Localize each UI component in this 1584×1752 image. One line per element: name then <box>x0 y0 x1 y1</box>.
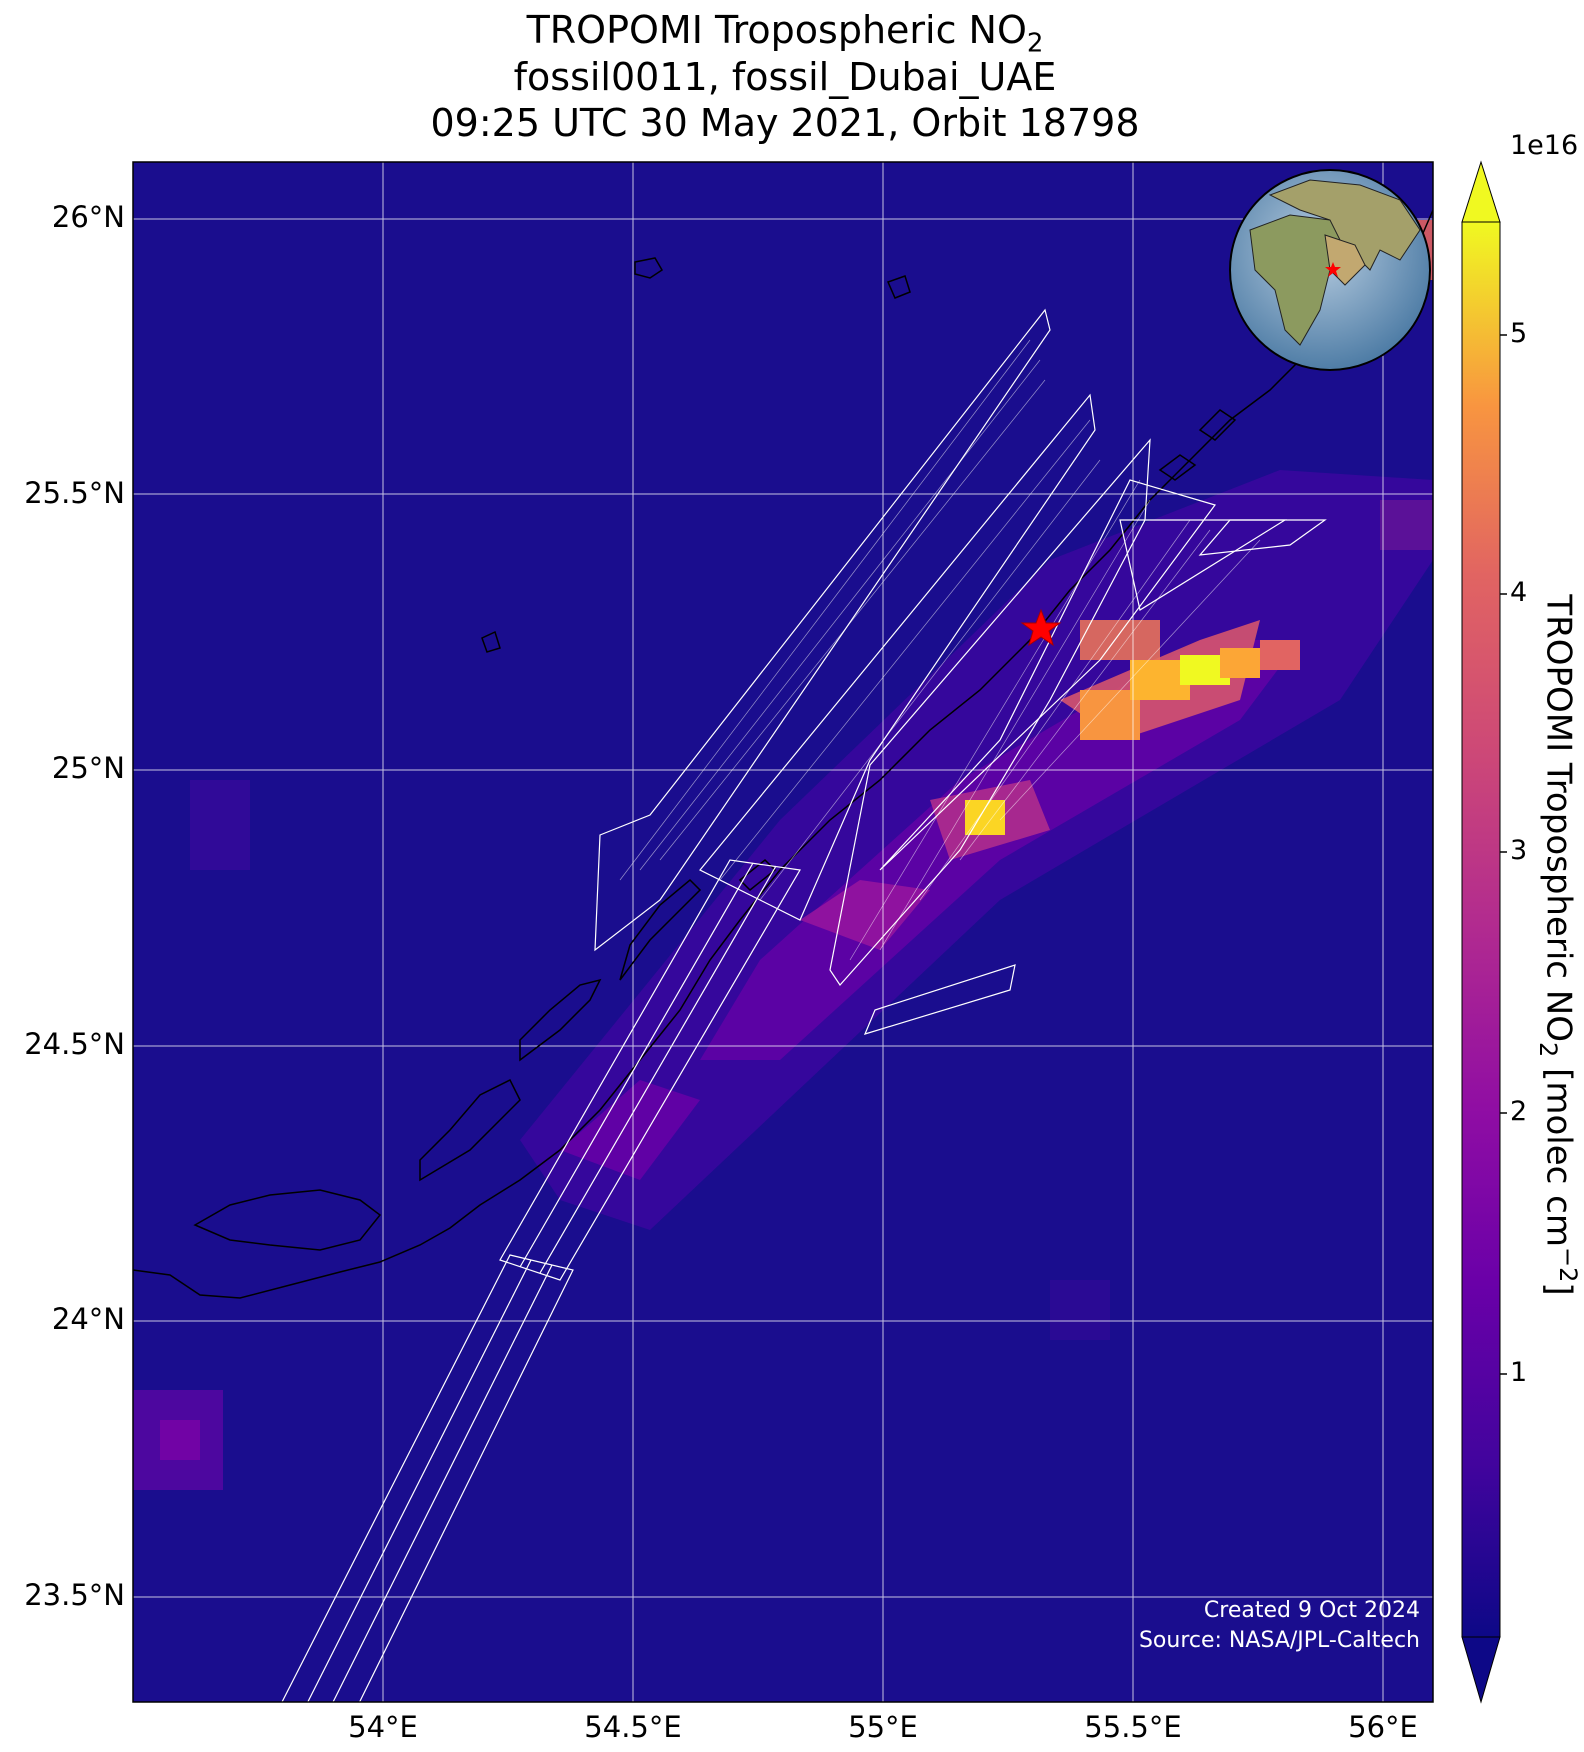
title-line-1: TROPOMI Tropospheric NO2 <box>135 8 1435 66</box>
no2-field <box>133 220 1433 1490</box>
colorbar-extend-min <box>1461 1636 1501 1704</box>
footprint-swath-north <box>594 308 1327 1035</box>
lon-label-54: 54°E <box>348 1710 418 1744</box>
credit-created: Created 9 Oct 2024 <box>1203 1598 1420 1623</box>
lat-label-24: 24°N <box>51 1302 125 1336</box>
colorbar-tick-2: 2 <box>1510 1096 1528 1127</box>
title-line-2: fossil0011, fossil_Dubai_UAE <box>513 55 1057 99</box>
lon-label-55-5: 55.5°E <box>1084 1710 1182 1744</box>
globe-target-star <box>1325 262 1341 277</box>
target-star-marker <box>1020 608 1062 647</box>
lon-label-54-5: 54.5°E <box>584 1710 682 1744</box>
map-frame <box>132 161 1434 1703</box>
footprint-hatching <box>619 339 1261 961</box>
title-line-3: 09:25 UTC 30 May 2021, Orbit 18798 <box>430 101 1140 145</box>
footprint-grids <box>281 308 1327 1702</box>
lat-label-25-5: 25.5°N <box>24 476 125 510</box>
colorbar-tick-5: 5 <box>1510 318 1528 349</box>
colorbar-tick-4: 4 <box>1510 577 1528 608</box>
footprint-swath-south <box>281 859 801 1702</box>
title-subscript: 2 <box>1026 28 1044 59</box>
lat-label-26: 26°N <box>51 200 125 234</box>
colorbar-label: TROPOMI Tropospheric NO2 [molec cm−2] <box>1533 594 1583 1296</box>
title-main: TROPOMI Tropospheric NO <box>526 8 1027 52</box>
colorbar-extend-max <box>1461 160 1501 223</box>
lat-label-25: 25°N <box>51 751 125 785</box>
lat-label-23-5: 23.5°N <box>24 1578 125 1612</box>
globe-inset <box>1229 169 1431 371</box>
colorbar-tick-1: 1 <box>1510 1357 1528 1388</box>
globe-eurasia-landmass <box>1268 179 1421 271</box>
lon-label-55: 55°E <box>848 1710 918 1744</box>
gridlines <box>133 162 1433 1702</box>
lon-label-56: 56°E <box>1348 1710 1418 1744</box>
globe-africa-landmass <box>1249 214 1346 346</box>
colorbar-exponent-label: 1e16 <box>1510 130 1579 161</box>
colorbar <box>1461 160 1507 1704</box>
credit-source: Source: NASA/JPL-Caltech <box>1138 1628 1420 1653</box>
colorbar-tick-3: 3 <box>1510 835 1528 866</box>
coastline <box>133 209 1433 1299</box>
lat-label-24-5: 24.5°N <box>24 1027 125 1061</box>
